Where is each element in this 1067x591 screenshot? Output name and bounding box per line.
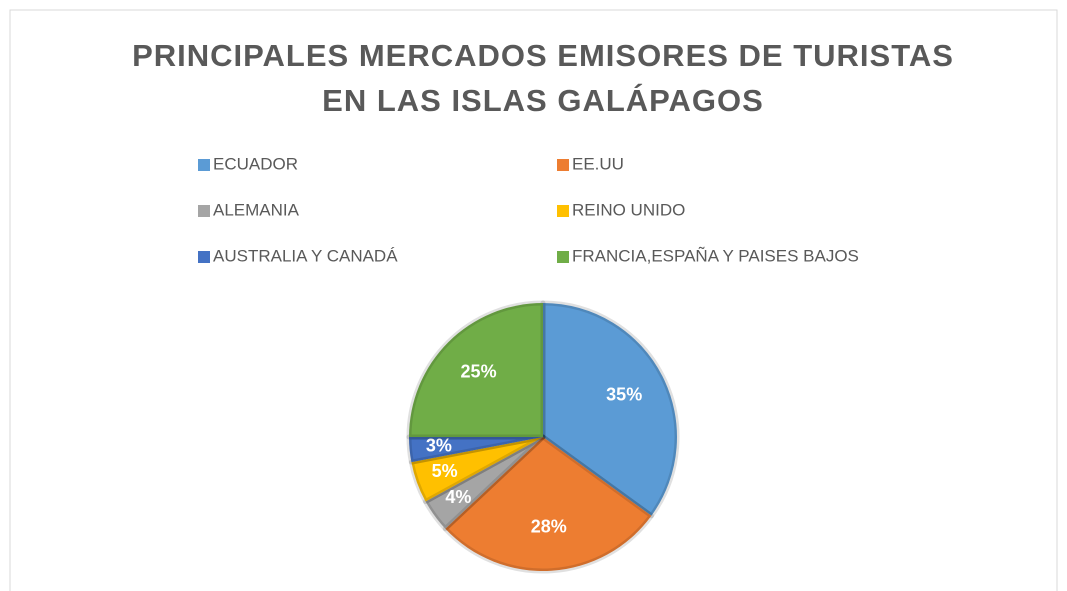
- pie-slice: [423, 434, 546, 532]
- legend-swatch: [557, 159, 569, 171]
- pie-slice: [408, 434, 546, 505]
- pie-slice: [442, 434, 654, 574]
- data-label: 25%: [461, 361, 497, 381]
- legend-swatch: [198, 159, 210, 171]
- legend-label: AUSTRALIA Y CANADÁ: [213, 246, 398, 265]
- pie-slice: [406, 300, 546, 440]
- chart-title: PRINCIPALES MERCADOS EMISORES DE TURISTA…: [132, 38, 954, 73]
- legend-swatch: [557, 251, 569, 263]
- chart-border: [9, 9, 1058, 591]
- legend-swatch: [557, 205, 569, 217]
- data-label: 28%: [531, 517, 567, 537]
- legend-swatch: [198, 205, 210, 217]
- legend-label: REINO UNIDO: [572, 200, 685, 219]
- data-label: 5%: [432, 461, 458, 481]
- data-label: 3%: [426, 436, 452, 456]
- legend-label: EE.UU: [572, 154, 624, 173]
- data-label: 4%: [445, 487, 471, 507]
- pie-slice: [540, 300, 680, 519]
- data-label: 35%: [606, 384, 642, 404]
- legend-label: ALEMANIA: [213, 200, 300, 219]
- chart-title: EN LAS ISLAS GALÁPAGOS: [322, 83, 764, 118]
- pie-slice: [406, 434, 546, 465]
- legend-label: ECUADOR: [213, 154, 298, 173]
- legend-swatch: [198, 251, 210, 263]
- legend-label: FRANCIA,ESPAÑA Y PAISES BAJOS: [572, 246, 859, 265]
